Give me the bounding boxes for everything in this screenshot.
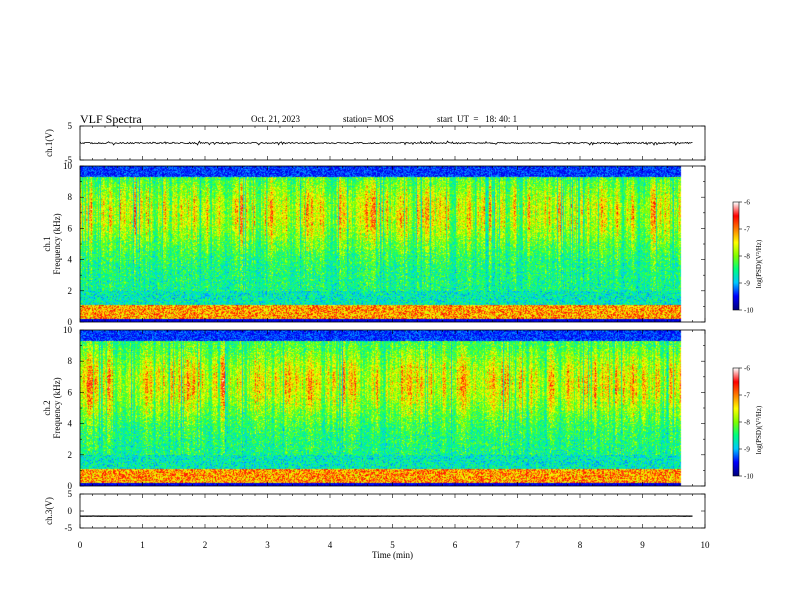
x-tick-label: 2 (203, 540, 208, 550)
ch2-spectrogram-image (80, 330, 693, 486)
ch1-spectrogram-ylabel: ch.1 (42, 236, 52, 251)
ch1-spectrogram-y-tick-label: 10 (63, 161, 73, 171)
ch2-colorbar (733, 368, 739, 476)
ch2-spectrogram-y-tick-label: 2 (68, 450, 73, 460)
ch1-spectrogram-colorbar-tick-label: -6 (744, 199, 750, 207)
x-tick-label: 7 (515, 540, 520, 550)
ch2-spectrogram-ylabel: Frequency (kHz) (52, 377, 62, 438)
ch3-waveform-y-tick-label: -5 (65, 523, 73, 533)
start-time-label: start UT = 18: 40: 1 (437, 114, 518, 124)
ch2-spectrogram-ylabel: ch.2 (42, 400, 52, 415)
x-axis-label: Time (min) (372, 550, 413, 560)
ch1-spectrogram-y-tick-label: 4 (68, 255, 73, 265)
ch1-waveform-y-tick-label: -5 (65, 155, 73, 165)
ch1-spectrogram-y-tick-label: 6 (68, 223, 73, 233)
ch3-waveform-y-tick-label: 5 (68, 489, 73, 499)
ch2-spectrogram-y-tick-label: 10 (63, 325, 73, 335)
ch2-spectrogram-frame (79, 329, 706, 487)
ch2-spectrogram-colorbar-tick-label: -8 (744, 419, 750, 427)
ch1-spectrogram-y-tick-label: 0 (68, 317, 73, 327)
ch2-spectrogram-colorbar-tick-label: -7 (744, 392, 750, 400)
ch2-spectrogram-y-tick-label: 6 (68, 387, 73, 397)
ch1-spectrogram-colorbar-tick-label: -8 (744, 253, 750, 261)
x-tick-label: 6 (453, 540, 458, 550)
ch1-colorbar (733, 202, 739, 310)
ch1-spectrogram-y-tick-label: 8 (68, 192, 73, 202)
ch3-waveform-frame (79, 493, 706, 529)
ch1-spectrogram-colorbar-tick-label: -9 (744, 280, 750, 288)
x-tick-label: 9 (640, 540, 645, 550)
x-tick-label: 8 (578, 540, 583, 550)
ch2-spectrogram-y-tick-label: 4 (68, 419, 73, 429)
ch2-spectrogram-y-tick-label: 8 (68, 356, 73, 366)
ch3-waveform-y-tick-label: 0 (68, 506, 73, 516)
x-tick-label: 5 (390, 540, 395, 550)
ch1-spectrogram-y-tick-label: 2 (68, 286, 73, 296)
ch1-spectrogram-colorbar-tick-label: -10 (744, 307, 754, 315)
ch1-spectrogram-ylabel: Frequency (kHz) (52, 213, 62, 274)
ch2-spectrogram-colorbar-tick-label: -10 (744, 473, 754, 481)
ch1-spectrogram-frame (79, 165, 706, 323)
ch1-spectrogram-colorbar-tick-label: -7 (744, 226, 750, 234)
ch1-spectrogram-colorbar-label: log(PSD)(V²/Hz) (755, 239, 763, 288)
ch2-spectrogram-colorbar-tick-label: -9 (744, 446, 750, 454)
ch2-spectrogram-colorbar-frame (732, 367, 740, 477)
x-tick-label: 1 (140, 540, 145, 550)
ch2-spectrogram-y-tick-label: 0 (68, 481, 73, 491)
ch1-waveform-y-tick-label: 5 (68, 121, 73, 131)
x-tick-label: 10 (701, 540, 711, 550)
ch1-waveform-ylabel: ch.1(V) (44, 129, 54, 157)
station-label: station= MOS (343, 114, 394, 124)
date-label: Oct. 21, 2023 (251, 114, 300, 124)
ch2-spectrogram-colorbar-label: log(PSD)(V²/Hz) (755, 405, 763, 454)
ch1-waveform-trace (79, 140, 693, 146)
ch3-waveform-ylabel: ch.3(V) (44, 497, 54, 525)
x-tick-label: 0 (78, 540, 83, 550)
ch1-spectrogram-colorbar-frame (732, 201, 740, 311)
figure-title: VLF Spectra (80, 112, 142, 126)
x-tick-label: 3 (265, 540, 270, 550)
ch2-spectrogram-colorbar-tick-label: -6 (744, 365, 750, 373)
x-tick-label: 4 (328, 540, 333, 550)
ch1-spectrogram-image (80, 166, 693, 322)
